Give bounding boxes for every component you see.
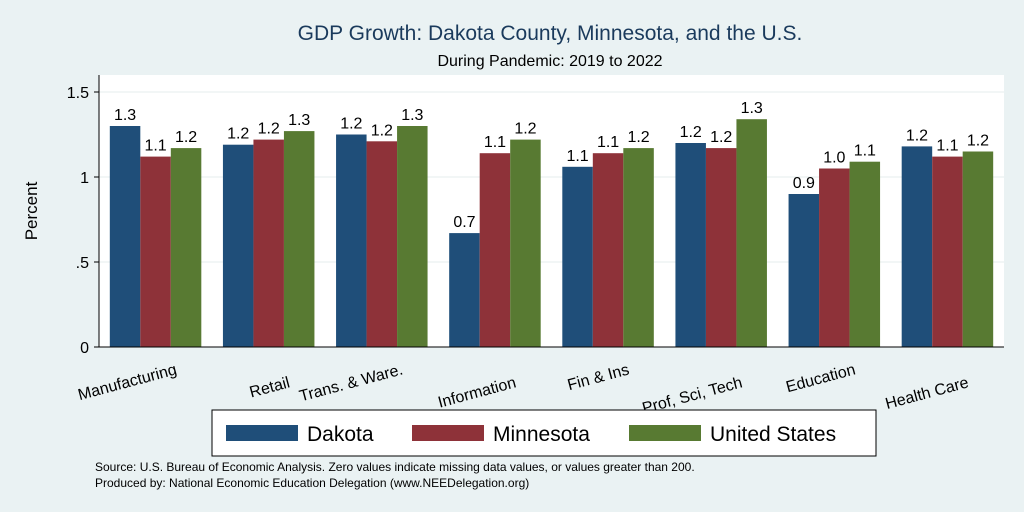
bar-value-label: 1.0 (823, 150, 845, 167)
y-tick-label: .5 (76, 255, 89, 272)
chart-subtitle: During Pandemic: 2019 to 2022 (437, 53, 662, 70)
x-tick-labels-layer: Manufacturing Retail Trans. & Ware. Informa… (76, 361, 970, 417)
bar-value-label: 0.9 (793, 175, 815, 192)
bar-united-states (510, 139, 541, 347)
produced-by-note: Produced by: National Economic Education… (95, 476, 530, 490)
bar-minnesota (705, 148, 737, 347)
bar-minnesota (479, 153, 511, 347)
bar-value-label: 1.1 (144, 138, 166, 155)
bar-value-label: 1.1 (854, 143, 876, 160)
bar-united-states (170, 148, 202, 347)
bar-value-label: 1.1 (597, 134, 619, 151)
bar-value-label: 1.2 (906, 127, 928, 144)
bar-minnesota (819, 168, 850, 347)
x-tick-label: Health Care (884, 374, 971, 413)
legend-label: United States (710, 423, 836, 446)
bar-dakota (449, 233, 480, 347)
bar-dakota (222, 144, 254, 347)
legend-label: Dakota (307, 423, 374, 446)
x-tick-label: Education (784, 361, 857, 396)
bar-value-label: 1.3 (114, 107, 136, 124)
legend-swatch-dakota (226, 425, 298, 441)
bar-minnesota (592, 153, 624, 347)
bar-dakota (901, 146, 933, 347)
bar-value-label: 1.3 (401, 107, 423, 124)
bar-value-label: 1.1 (936, 138, 958, 155)
bar-minnesota (253, 139, 284, 347)
x-tick-label: Manufacturing (76, 361, 178, 404)
bar-value-label: 1.2 (710, 129, 732, 146)
bar-united-states (283, 131, 315, 347)
bar-united-states (397, 126, 428, 347)
bar-value-label: 1.2 (175, 129, 197, 146)
x-tick-label: Trans. & Ware. (298, 361, 405, 405)
chart-title: GDP Growth: Dakota County, Minnesota, an… (298, 22, 803, 45)
legend-swatch-united-states (629, 425, 701, 441)
bar-value-label: 1.2 (340, 116, 362, 133)
bar-minnesota (366, 141, 398, 347)
legend: Dakota Minnesota United States (211, 409, 877, 457)
bar-value-label: 1.3 (288, 112, 310, 129)
axis-layer: 0 .5 1 1.5 (67, 75, 1004, 357)
y-tick-label: 1.5 (67, 85, 89, 102)
bar-united-states (736, 119, 767, 347)
bar-value-label: 1.2 (514, 121, 536, 138)
bar-value-label: 1.1 (566, 148, 588, 165)
bar-value-label: 1.2 (258, 121, 280, 138)
bar-value-label: 1.3 (741, 100, 763, 117)
x-tick-label: Retail (248, 374, 292, 401)
bar-value-label: 0.7 (453, 214, 475, 231)
legend-swatch-minnesota (412, 425, 484, 441)
x-tick-label: Information (436, 374, 518, 411)
bar-value-label: 1.2 (227, 126, 249, 143)
bar-dakota (562, 166, 593, 347)
y-axis-label: Percent (22, 181, 41, 240)
bar-value-label: 1.2 (371, 122, 393, 139)
bar-united-states (849, 161, 881, 347)
bar-value-label: 1.2 (627, 129, 649, 146)
data-labels-layer: 1.3 1.1 1.2 1.2 1.2 1.3 1.2 1.2 1.3 0.7 1.1 1.2 1.1 1… (114, 100, 989, 231)
bar-united-states (623, 148, 654, 347)
bar-dakota (788, 194, 820, 347)
x-tick-label: Fin & Ins (566, 361, 631, 394)
y-tick-label: 0 (80, 340, 89, 357)
bar-dakota (109, 126, 141, 347)
y-tick-label: 1 (80, 170, 89, 187)
bar-value-label: 1.2 (680, 124, 702, 141)
bar-value-label: 1.1 (484, 134, 506, 151)
bar-dakota (675, 143, 706, 347)
legend-label: Minnesota (493, 423, 590, 446)
source-note: Source: U.S. Bureau of Economic Analysis… (95, 460, 695, 474)
bar-dakota (336, 134, 367, 347)
bar-minnesota (932, 156, 963, 347)
bar-value-label: 1.2 (967, 133, 989, 150)
bars-layer (109, 119, 994, 347)
legend-box (211, 409, 877, 457)
bar-united-states (962, 151, 994, 347)
bar-minnesota (140, 156, 171, 347)
